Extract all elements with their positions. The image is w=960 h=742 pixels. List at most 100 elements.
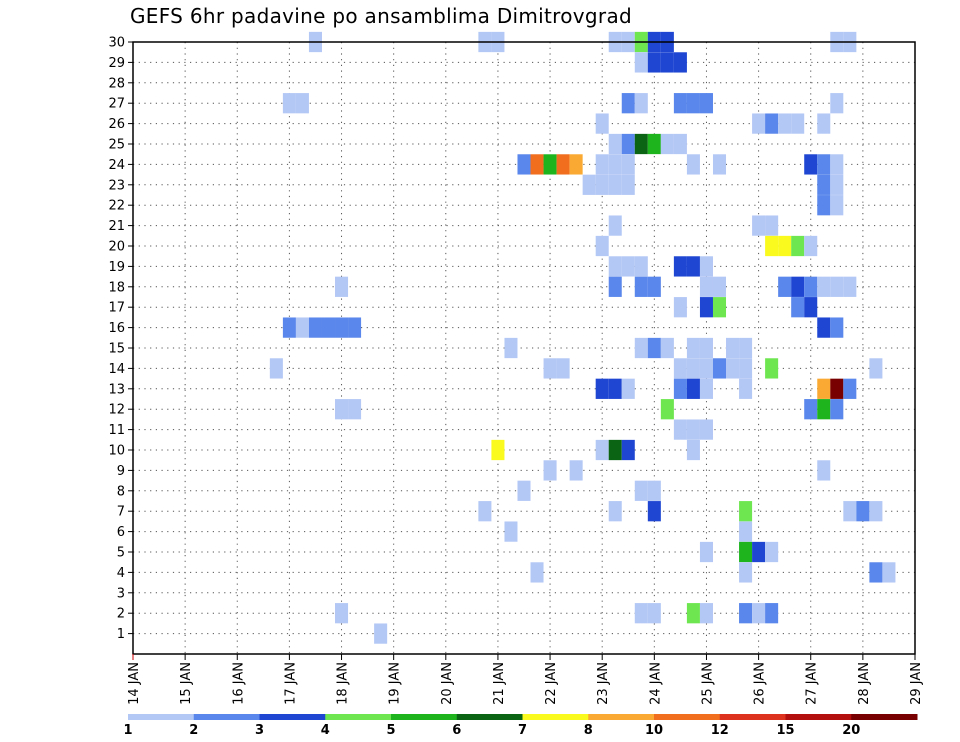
precip-cell [791,113,805,134]
precip-cell [843,276,857,297]
y-tick-label: 3 [117,586,125,601]
precip-cell [634,256,648,277]
precip-cell [843,501,857,522]
precip-cell [752,541,766,563]
y-tick-label: 13 [108,382,125,397]
precip-cell [517,480,531,501]
precip-cell [634,337,648,359]
precip-cell [699,93,713,114]
x-tick-label: 20 JAN [440,662,455,705]
legend-color-swatch [719,714,786,720]
precip-cell [608,174,622,195]
legend-label: 3 [255,723,264,738]
precip-cell [804,154,818,175]
precip-cell [830,195,844,216]
precip-cell [699,419,713,440]
precip-cell [621,439,635,461]
y-tick-label: 26 [108,117,125,132]
precip-cell [673,419,687,440]
x-tick-label: 14 JAN [127,662,142,705]
precip-cell [295,93,309,114]
precip-cell [543,154,557,175]
precip-cell [660,133,674,155]
precip-cell [752,113,766,134]
precip-cell [686,256,700,277]
precip-cell [830,399,844,420]
precip-cell [569,154,583,175]
precip-cell [282,317,296,338]
x-axis: 14 JAN 15 JAN 16 JAN 17 JAN 18 JAN 19 JAN 20 J… [127,654,924,705]
legend-color-swatch [193,714,260,720]
precip-cell [843,378,857,399]
precip-cell [817,154,831,175]
precip-cell [712,297,727,318]
precip-cell [634,276,648,297]
precip-cell [726,337,740,359]
y-tick-label: 4 [117,566,125,581]
precip-cell [817,195,831,216]
precip-cell [830,93,844,114]
precip-cell [817,378,831,399]
precip-cell [804,276,818,297]
precip-cell [686,419,700,440]
precip-cell [608,276,622,297]
legend-color-swatch [456,714,523,720]
precip-cell [335,276,349,297]
precip-cell [686,439,700,461]
y-tick-label: 16 [108,321,125,336]
precip-cell [530,154,544,175]
legend-color-swatch [128,714,195,720]
y-tick-label: 25 [108,138,125,153]
precip-cell [595,378,609,399]
x-tick-label: 24 JAN [648,662,663,705]
precip-cell [348,399,362,420]
precip-cell [830,174,844,195]
legend-label: 7 [518,723,527,738]
precip-cell [282,93,296,114]
x-tick-label: 15 JAN [179,662,194,705]
x-tick-label: 25 JAN [700,662,715,705]
legend-color-swatch [654,714,721,720]
color-legend: 1 2 3 4 5 6 7 8 10 12 15 20 [123,714,918,738]
x-tick-label: 28 JAN [857,662,872,705]
y-tick-label: 1 [117,627,125,642]
legend-color-swatch [259,714,326,720]
precip-cell [739,541,753,563]
y-tick-label: 8 [117,484,125,499]
precip-cell [348,317,362,338]
precip-cell [739,337,753,359]
x-tick-label: 17 JAN [283,662,298,705]
x-tick-label: 22 JAN [544,662,559,705]
precip-cell [335,317,349,338]
y-tick-label: 22 [108,199,125,214]
precip-cell [765,358,779,379]
legend-color-swatch [785,714,852,720]
precip-cell [817,174,831,195]
y-tick-label: 6 [117,525,125,540]
y-tick-label: 27 [108,97,125,112]
precip-cell [608,133,622,155]
precip-cell [699,541,713,563]
precip-cell [608,256,622,277]
precip-cell [830,154,844,175]
precip-cell [778,235,792,257]
y-tick-label: 18 [108,280,125,295]
precip-cell [778,276,792,297]
precip-cell [699,256,713,277]
legend-label: 8 [584,723,593,738]
y-tick-label: 7 [117,505,125,520]
precip-cell [634,93,648,114]
legend-label: 20 [842,723,860,738]
legend-label: 6 [452,723,461,738]
precip-cell [621,133,635,155]
x-tick-label: 21 JAN [492,662,507,705]
precip-cell [804,297,818,318]
precip-cell [504,337,518,359]
precip-cell [830,317,844,338]
precip-cell [699,337,713,359]
precip-cell [739,521,753,542]
precip-cell [686,603,700,624]
precip-cell [608,215,622,236]
precip-cell [673,133,687,155]
precip-cell [295,317,309,338]
